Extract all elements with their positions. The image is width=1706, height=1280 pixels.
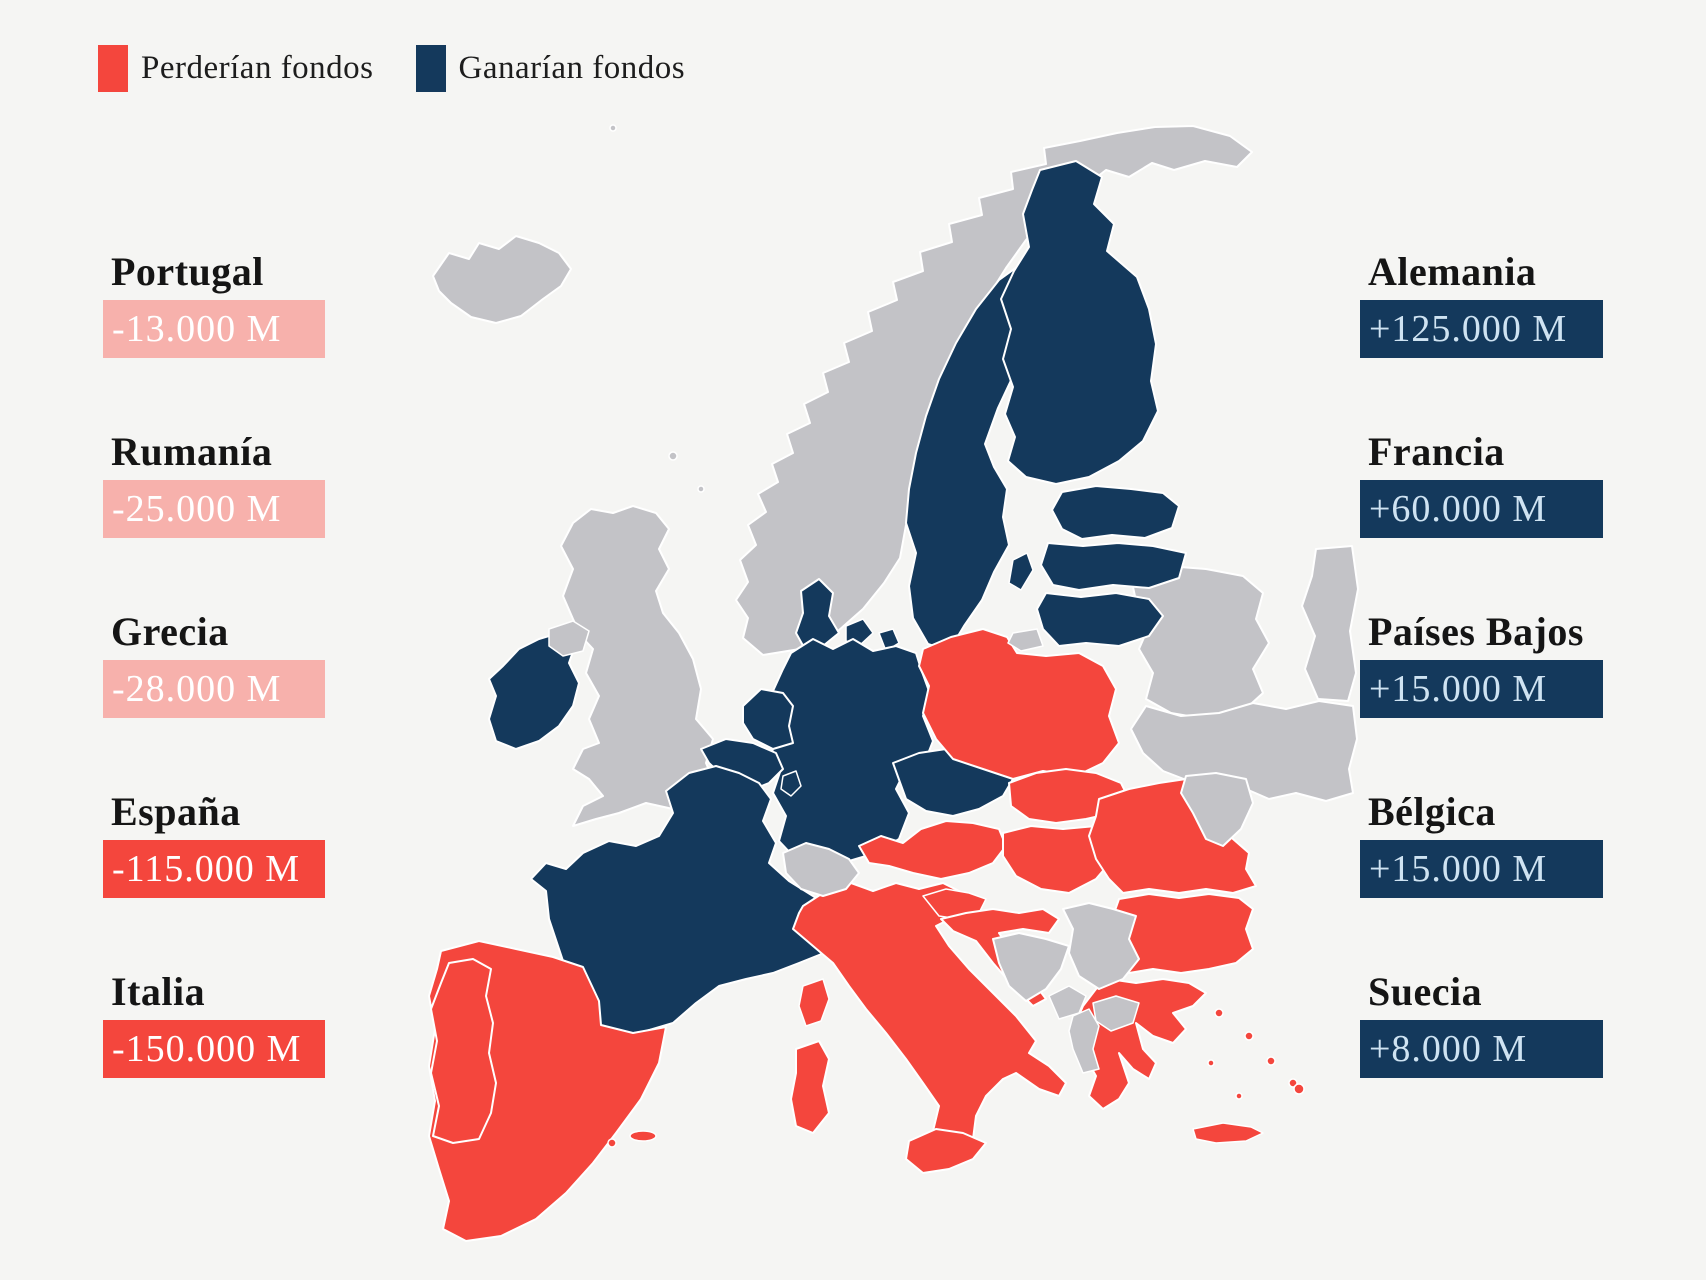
callout-alemania: Alemania +125.000 M xyxy=(1360,250,1620,358)
region-kaliningrad xyxy=(1007,628,1044,652)
country-denmark xyxy=(795,578,840,652)
island-ibiza xyxy=(607,1138,617,1148)
country-bosnia xyxy=(992,932,1070,1002)
value-badge: -150.000 M xyxy=(103,1020,325,1078)
legend-gain-label: Ganarían fondos xyxy=(458,50,686,86)
legend: Perderían fondos Ganarían fondos xyxy=(98,45,685,92)
country-netherlands xyxy=(742,688,794,750)
country-germany xyxy=(768,638,934,862)
callout-grecia: Grecia -28.000 M xyxy=(103,610,363,718)
country-name: Italia xyxy=(111,969,206,1014)
island-crete xyxy=(1192,1122,1264,1144)
callout-espana: España -115.000 M xyxy=(103,790,363,898)
island-gotland xyxy=(1008,552,1034,591)
country-name: Países Bajos xyxy=(1368,609,1584,654)
country-switzerland xyxy=(782,842,860,897)
legend-item-lose: Perderían fondos xyxy=(98,45,374,92)
region-northern-ireland xyxy=(548,620,590,657)
country-latvia xyxy=(1040,542,1187,591)
value-badge: +15.000 M xyxy=(1360,840,1603,898)
country-moldova xyxy=(1180,772,1254,847)
small-island-dot xyxy=(697,485,705,493)
country-iceland xyxy=(432,235,572,324)
country-montenegro xyxy=(1048,985,1087,1020)
island-rhodes xyxy=(1293,1083,1305,1095)
value-badge: +15.000 M xyxy=(1360,660,1603,718)
lose-color-swatch xyxy=(98,45,128,92)
callout-rumania: Rumanía -25.000 M xyxy=(103,430,363,538)
country-portugal xyxy=(430,958,497,1144)
aegean-island xyxy=(1207,1059,1215,1067)
country-albania xyxy=(1068,1008,1100,1074)
aegean-island xyxy=(1214,1008,1224,1018)
country-luxembourg xyxy=(780,770,802,797)
callout-francia: Francia +60.000 M xyxy=(1360,430,1620,538)
value-badge: +60.000 M xyxy=(1360,480,1603,538)
country-serbia xyxy=(1062,902,1140,990)
value-badge: -115.000 M xyxy=(103,840,325,898)
island-sardinia xyxy=(790,1040,830,1134)
country-russia xyxy=(1301,545,1359,702)
country-united-kingdom xyxy=(560,505,717,827)
callout-belgica: Bélgica +15.000 M xyxy=(1360,790,1620,898)
callout-portugal: Portugal -13.000 M xyxy=(103,250,363,358)
country-belarus xyxy=(1129,565,1270,720)
country-italy xyxy=(792,882,1067,1160)
country-name: Alemania xyxy=(1368,249,1537,294)
country-name: España xyxy=(111,789,241,834)
callout-paises-bajos: Países Bajos +15.000 M xyxy=(1360,610,1620,718)
value-badge: -28.000 M xyxy=(103,660,325,718)
gain-color-swatch xyxy=(415,45,446,92)
country-estonia xyxy=(1051,485,1180,540)
value-badge: -13.000 M xyxy=(103,300,325,358)
value-badge: +8.000 M xyxy=(1360,1020,1603,1078)
island-corsica xyxy=(798,978,830,1027)
value-badge: -25.000 M xyxy=(103,480,325,538)
island-sicily xyxy=(905,1128,987,1174)
country-name: Rumanía xyxy=(111,429,273,474)
small-island-dot xyxy=(609,124,617,132)
legend-lose-label: Perderían fondos xyxy=(141,50,374,86)
legend-item-gain: Ganarían fondos xyxy=(415,45,686,92)
country-name: Bélgica xyxy=(1368,789,1496,834)
country-lithuania xyxy=(1036,592,1164,647)
country-name: Portugal xyxy=(111,249,264,294)
europe-map xyxy=(390,108,1365,1253)
small-island-dot xyxy=(668,451,678,461)
country-name: Grecia xyxy=(111,609,229,654)
country-name: Suecia xyxy=(1368,969,1483,1014)
aegean-island xyxy=(1244,1031,1254,1041)
value-badge: +125.000 M xyxy=(1360,300,1603,358)
aegean-island xyxy=(1266,1056,1276,1066)
callout-suecia: Suecia +8.000 M xyxy=(1360,970,1620,1078)
island-mallorca xyxy=(629,1130,657,1142)
callout-italia: Italia -150.000 M xyxy=(103,970,363,1078)
country-name: Francia xyxy=(1368,429,1505,474)
country-finland xyxy=(1000,160,1159,485)
aegean-island xyxy=(1235,1092,1243,1100)
